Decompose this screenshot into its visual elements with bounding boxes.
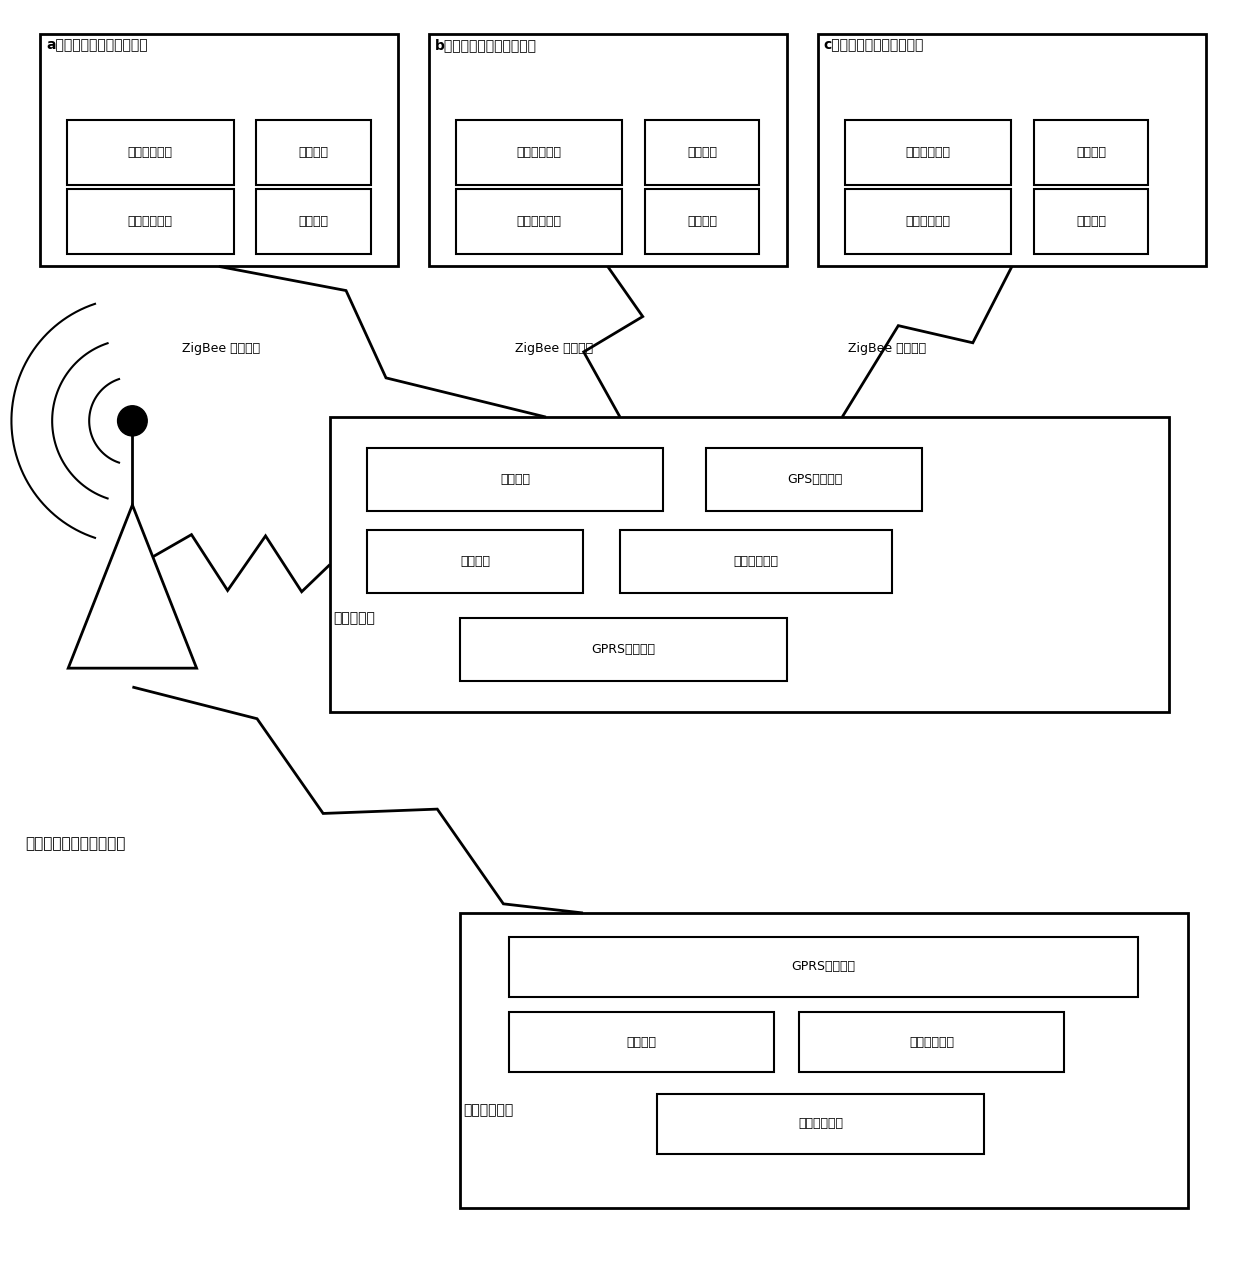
Text: 无源能量模块: 无源能量模块 xyxy=(517,214,562,228)
Bar xyxy=(1033,120,1148,185)
Bar xyxy=(67,120,233,185)
Text: ZigBee 通讯链路: ZigBee 通讯链路 xyxy=(182,342,260,354)
Text: 通讯管理: 通讯管理 xyxy=(1076,214,1106,228)
Bar xyxy=(707,449,923,511)
Bar xyxy=(645,120,759,185)
Text: c相双绕圈线路故障指示器: c相双绕圈线路故障指示器 xyxy=(823,38,924,52)
Text: 时钟同步: 时钟同步 xyxy=(299,146,329,159)
Bar xyxy=(508,937,1138,997)
Bar xyxy=(1033,189,1148,253)
Text: 电信运营商手机通讯基站: 电信运营商手机通讯基站 xyxy=(25,836,125,851)
Text: 通讯管理: 通讯管理 xyxy=(687,214,717,228)
Bar xyxy=(508,1013,774,1072)
Text: a相双绕圈线路故障指示器: a相双绕圈线路故障指示器 xyxy=(46,38,148,52)
Bar xyxy=(456,120,622,185)
Text: GPS时钟同步: GPS时钟同步 xyxy=(787,473,842,487)
Bar xyxy=(620,530,892,593)
Text: 故障判据计算: 故障判据计算 xyxy=(733,555,779,567)
Bar xyxy=(844,120,1012,185)
Polygon shape xyxy=(68,504,197,668)
Text: 后台管理平台: 后台管理平台 xyxy=(464,1103,513,1117)
Bar xyxy=(456,189,622,253)
Bar xyxy=(255,120,371,185)
Text: 无源能量模块: 无源能量模块 xyxy=(128,214,172,228)
Text: 采集电流波形: 采集电流波形 xyxy=(905,146,951,159)
Bar xyxy=(255,189,371,253)
Bar xyxy=(460,913,1188,1208)
Bar xyxy=(460,618,786,681)
Text: ZigBee 通讯链路: ZigBee 通讯链路 xyxy=(515,342,593,354)
Text: 故障区间推演: 故障区间推演 xyxy=(909,1035,955,1049)
Bar xyxy=(832,103,1194,260)
Text: 无源能量模块: 无源能量模块 xyxy=(905,214,951,228)
Text: 时钟同步: 时钟同步 xyxy=(687,146,717,159)
Bar xyxy=(40,34,398,266)
Bar xyxy=(444,103,774,260)
Text: 设备管理: 设备管理 xyxy=(626,1035,657,1049)
Bar xyxy=(55,103,386,260)
Bar xyxy=(330,417,1169,712)
Bar xyxy=(657,1093,985,1154)
Bar xyxy=(67,189,233,253)
Text: b相双绕圈线路故障指示器: b相双绕圈线路故障指示器 xyxy=(435,38,537,52)
Text: 采集电流波形: 采集电流波形 xyxy=(128,146,172,159)
Text: GPRS通讯管理: GPRS通讯管理 xyxy=(591,643,655,656)
Bar xyxy=(367,449,663,511)
Bar xyxy=(799,1013,1064,1072)
Text: GPRS通讯管理: GPRS通讯管理 xyxy=(791,961,856,973)
Text: 采集电流波形: 采集电流波形 xyxy=(517,146,562,159)
Text: 波形录制: 波形录制 xyxy=(460,555,490,567)
Text: 通讯管理: 通讯管理 xyxy=(299,214,329,228)
Text: ZigBee 通讯链路: ZigBee 通讯链路 xyxy=(848,342,926,354)
Text: 数据集中器: 数据集中器 xyxy=(334,610,376,625)
Circle shape xyxy=(118,406,148,436)
Bar xyxy=(844,189,1012,253)
Text: 时钟同步: 时钟同步 xyxy=(1076,146,1106,159)
Bar xyxy=(817,34,1207,266)
Bar xyxy=(429,34,786,266)
Text: 信息展现维护: 信息展现维护 xyxy=(799,1117,843,1130)
Bar xyxy=(645,189,759,253)
Text: 通讯管理: 通讯管理 xyxy=(500,473,529,487)
Bar xyxy=(367,530,583,593)
